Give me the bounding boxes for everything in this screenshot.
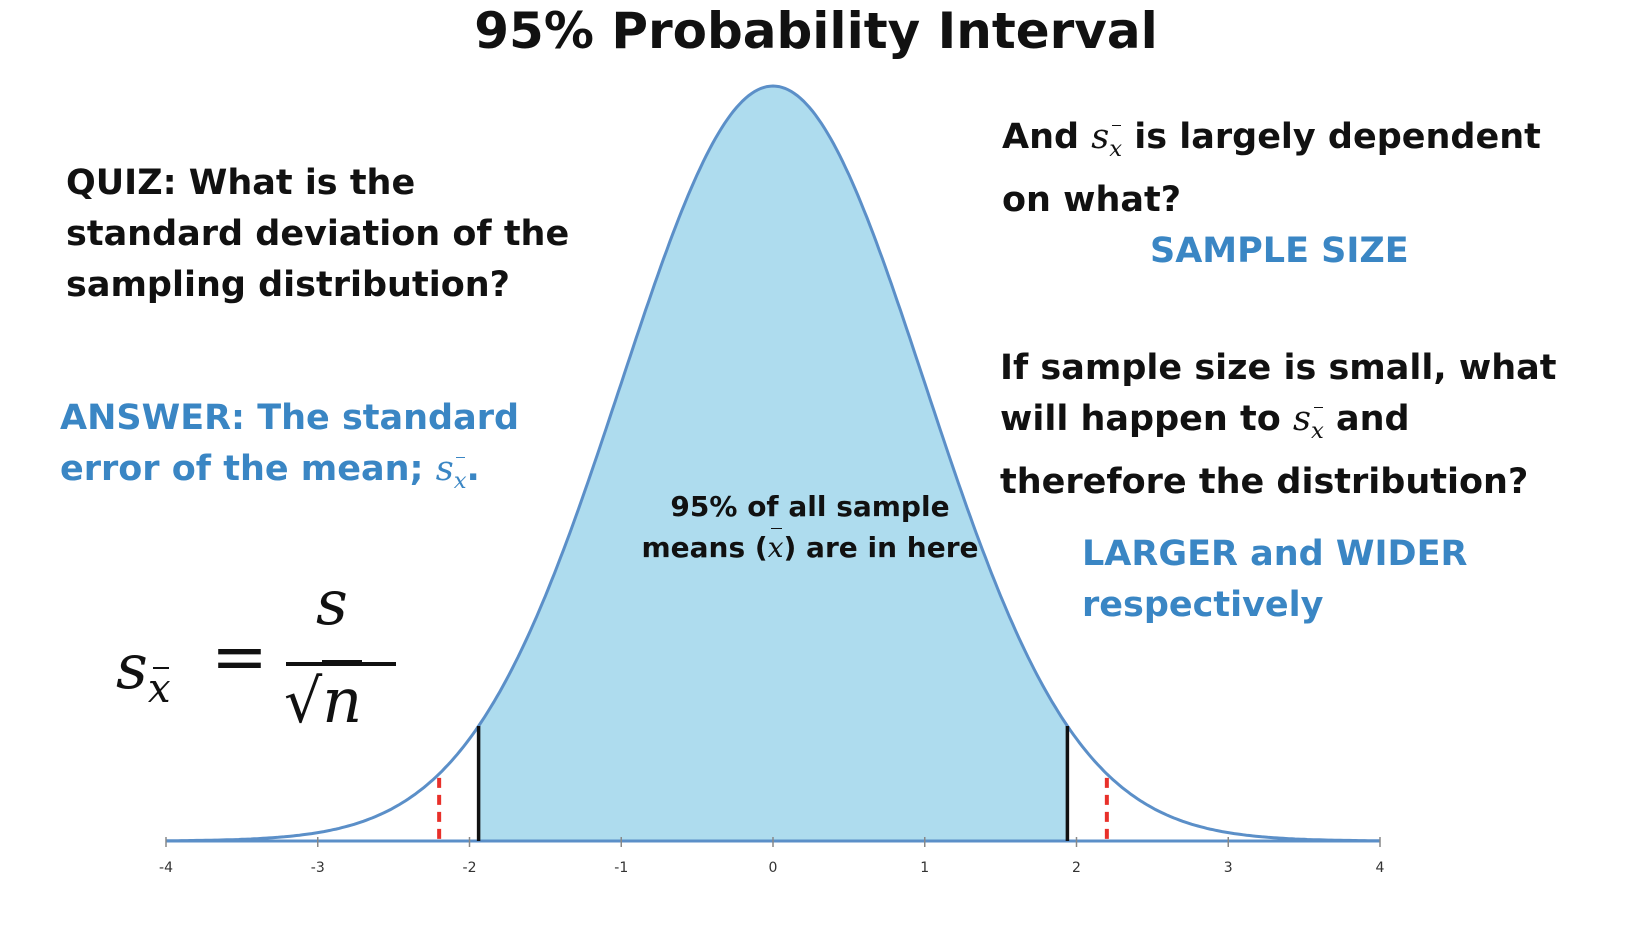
x-tick-label: 0 xyxy=(769,860,778,876)
quiz-question-line-2: standard deviation of the xyxy=(66,214,570,254)
quiz-answer-line-2: error of the mean; sx. xyxy=(60,444,519,507)
formula-denominator: √n xyxy=(284,660,363,737)
x-tick-label: -4 xyxy=(159,860,173,876)
small-sample-answer-line-2: respectively xyxy=(1082,585,1324,625)
radical-sign: √ xyxy=(284,667,323,737)
small-sample-answer-line-1: LARGER and WIDER xyxy=(1082,534,1468,574)
dependency-answer: SAMPLE SIZE xyxy=(1150,231,1409,271)
x-tick-label: 3 xyxy=(1224,860,1233,876)
x-tick-label: 1 xyxy=(920,860,929,876)
shaded-95-region xyxy=(478,86,1068,841)
small-sample-line-3: therefore the distribution? xyxy=(1000,461,1529,502)
standard-error-symbol: sx xyxy=(436,449,467,494)
formula-equals: = xyxy=(211,618,268,697)
standard-error-formula: sx = s √n xyxy=(116,566,416,778)
quiz-question: QUIZ: What is the standard deviation of … xyxy=(66,158,569,311)
small-sample-question: If sample size is small, what will happe… xyxy=(1000,343,1556,508)
x-tick-label: -3 xyxy=(311,860,325,876)
small-sample-answer: LARGER and WIDER respectively xyxy=(1082,529,1467,631)
dependency-question: And sx is largely dependent on what? xyxy=(1002,112,1541,226)
dependency-line-2: on what? xyxy=(1002,179,1182,220)
x-tick-label: 4 xyxy=(1376,860,1385,876)
quiz-answer: ANSWER: The standard error of the mean; … xyxy=(60,393,519,507)
x-tick-label: -2 xyxy=(463,860,477,876)
region-label-line-1: 95% of all sample xyxy=(670,490,950,523)
region-label: 95% of all sample means (x) are in here xyxy=(620,486,1000,568)
formula-lhs: sx xyxy=(116,630,171,713)
formula-numerator: s xyxy=(316,566,348,639)
normal-curve xyxy=(166,84,1380,843)
small-sample-line-1: If sample size is small, what xyxy=(1000,348,1557,388)
quiz-question-line-1: QUIZ: What is the xyxy=(66,163,416,203)
dependency-line-1: And sx is largely dependent xyxy=(1002,112,1541,175)
x-tick-label: -1 xyxy=(614,860,628,876)
x-axis-ticks: -4 -3 -2 -1 0 1 2 3 4 xyxy=(159,837,1385,876)
small-sample-line-2: will happen to sx and xyxy=(1000,394,1556,457)
formula-n: n xyxy=(322,660,363,737)
interval-boundaries xyxy=(437,726,1109,841)
quiz-answer-line-1: ANSWER: The standard xyxy=(60,398,520,438)
quiz-answer-text: error of the mean; xyxy=(60,449,424,489)
x-tick-label: 2 xyxy=(1072,860,1081,876)
region-label-line-2: means (x) are in here xyxy=(620,527,1000,568)
formula-fraction-bar xyxy=(286,662,396,666)
quiz-question-line-3: sampling distribution? xyxy=(66,265,510,305)
page-title: 95% Probability Interval xyxy=(474,2,1158,60)
quiz-answer-period: . xyxy=(466,449,480,489)
